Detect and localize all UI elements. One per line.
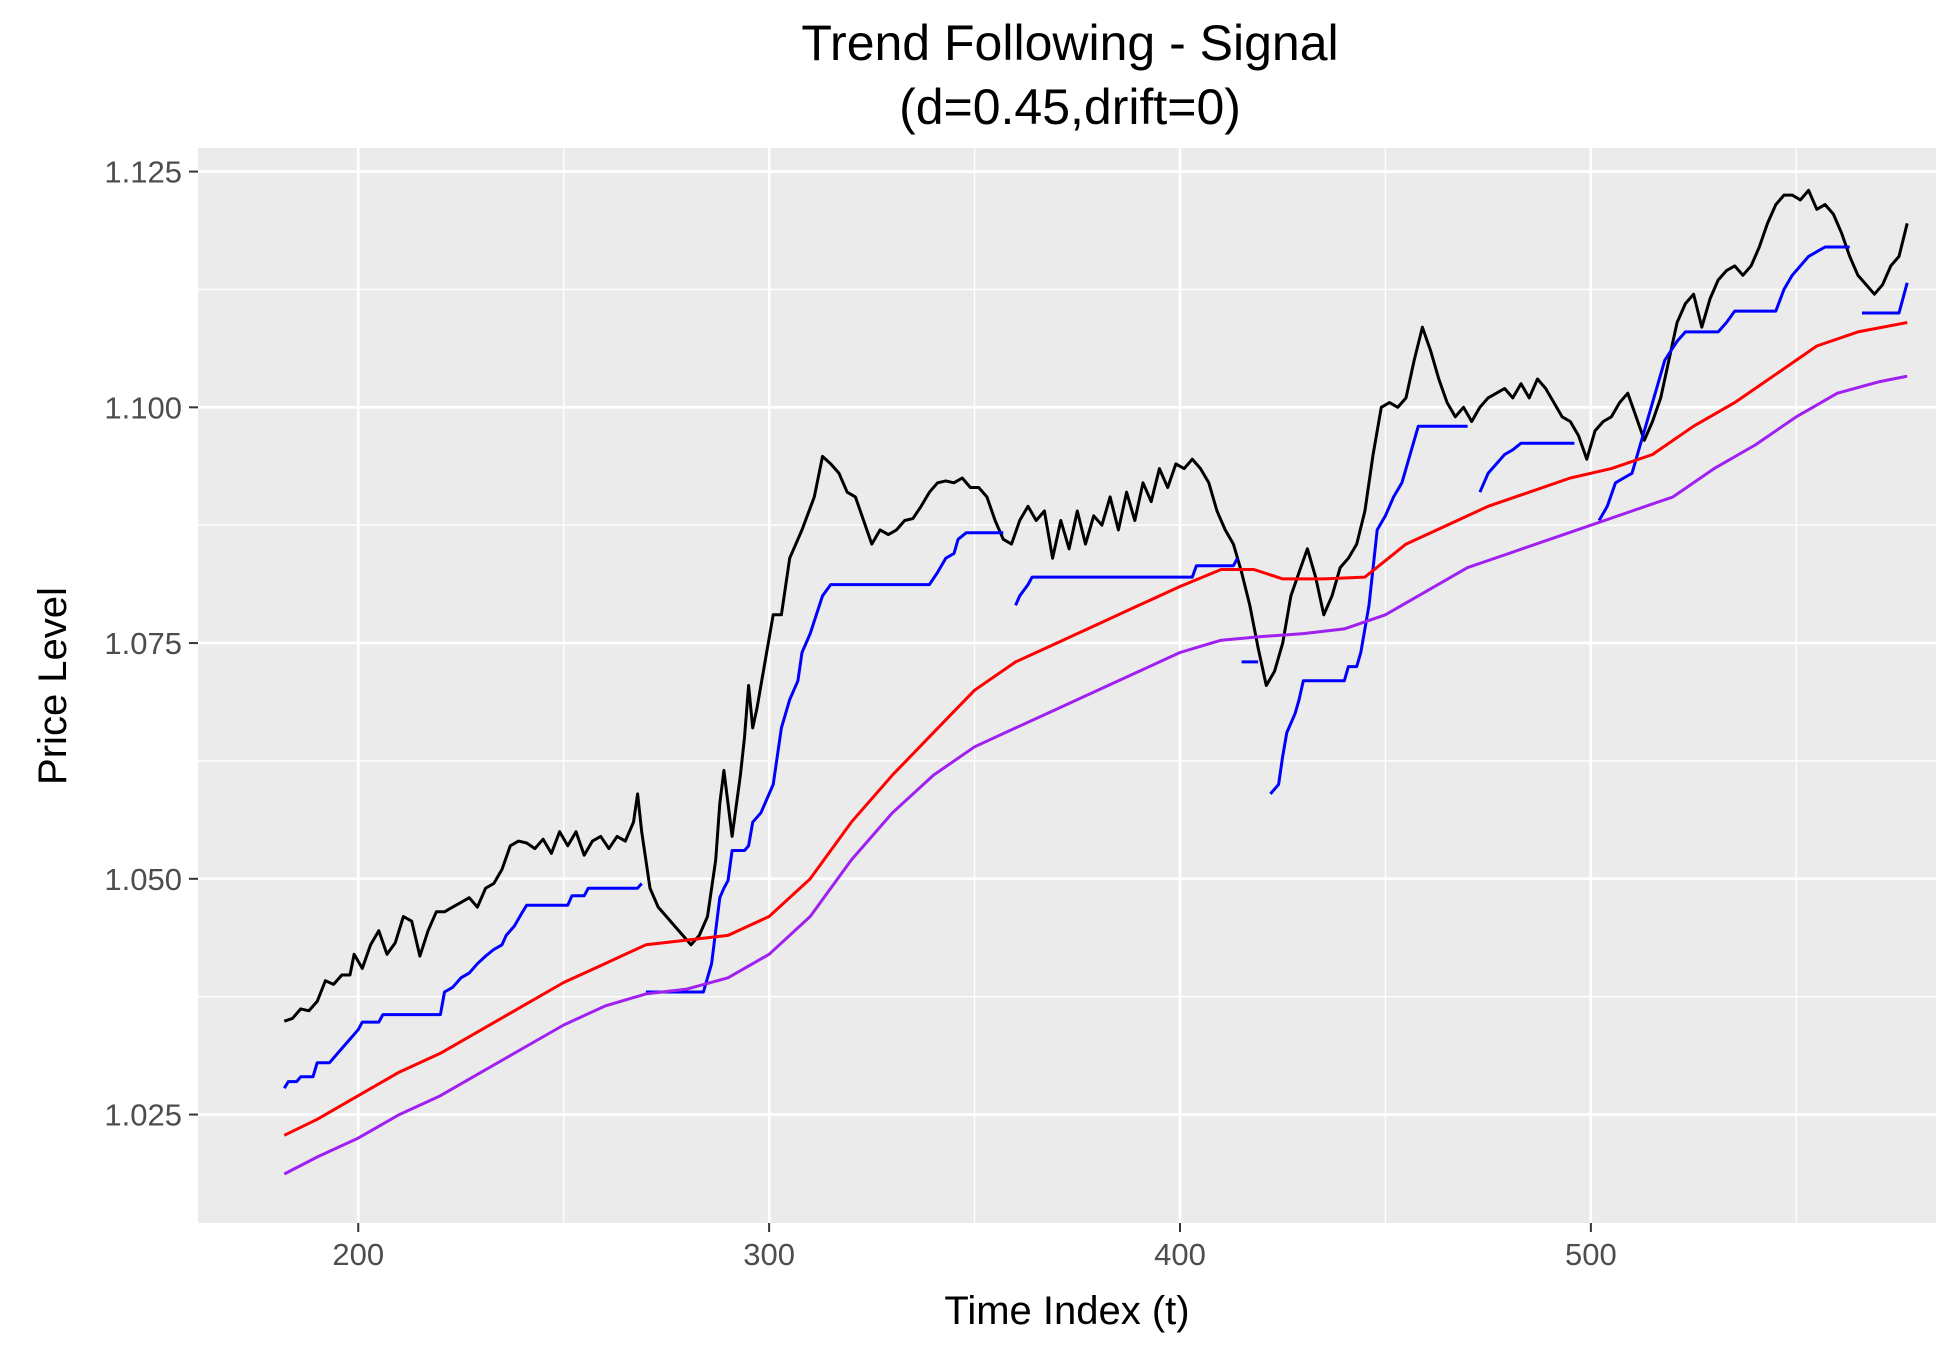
y-tick-label: 1.025 <box>104 1098 182 1133</box>
axes: 1.025 1.050 1.075 1.100 1.125 200 300 400 500 <box>104 155 1616 1272</box>
series-2-line-segment-5 <box>1269 424 1468 795</box>
chart-title: Trend Following - Signal <box>801 15 1338 71</box>
y-axis-title: Price Level <box>31 587 75 785</box>
series-2-line-segment-8 <box>1862 282 1909 315</box>
x-tick-label: 300 <box>743 1237 795 1272</box>
series-3-line <box>283 321 1908 1137</box>
plot-panel <box>198 148 1936 1223</box>
x-tick-label: 200 <box>332 1237 384 1272</box>
y-tick-label: 1.050 <box>104 862 182 897</box>
grid-lines <box>198 148 1936 1223</box>
y-tick-label: 1.100 <box>104 390 182 425</box>
series-1-line <box>283 188 1909 1023</box>
x-tick-label: 500 <box>1565 1237 1617 1272</box>
y-tick-label: 1.125 <box>104 155 182 190</box>
series-4-line <box>283 374 1908 1176</box>
series-2-line-segment-7 <box>1597 245 1850 522</box>
x-axis-title: Time Index (t) <box>944 1289 1189 1333</box>
series-2-line-segment-3 <box>1014 557 1239 606</box>
series-2-line-segment-6 <box>1478 441 1575 493</box>
series-lines <box>283 188 1909 1176</box>
series-2-line-segment-1 <box>283 882 643 1089</box>
y-tick-label: 1.075 <box>104 626 182 661</box>
x-tick-label: 400 <box>1154 1237 1206 1272</box>
chart-subtitle: (d=0.45,drift=0) <box>899 79 1241 135</box>
series-2-line-segment-2 <box>645 531 1004 994</box>
